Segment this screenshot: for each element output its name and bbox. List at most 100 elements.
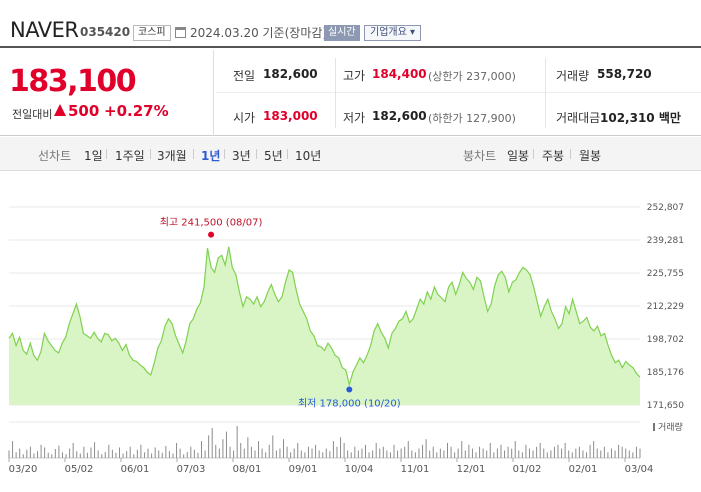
volume-bar (119, 447, 121, 458)
high-label: 고가 (343, 69, 366, 83)
x-tick-label: 09/01 (289, 464, 318, 475)
period-1d[interactable]: 1일 (84, 149, 103, 163)
company-name[interactable]: NAVER (10, 18, 79, 42)
low-label: 저가 (343, 111, 366, 125)
volume-bar (543, 448, 545, 458)
upper-limit: (상한가 237,000) (428, 70, 516, 83)
volume-bar (397, 450, 399, 458)
open-value: 183,000 (263, 109, 318, 123)
volume-bar (211, 427, 213, 458)
volume-bar (265, 452, 267, 458)
y-tick-label: 239,281 (647, 236, 684, 246)
x-tick-label: 11/01 (401, 464, 430, 475)
price-chart[interactable]: 252,807 239,281 225,755 212,229 198,702 185,1… (0, 190, 701, 492)
volume-bar (37, 451, 39, 458)
volume-bar (154, 447, 156, 458)
volume-bar (357, 450, 359, 458)
period-1w[interactable]: 1주일 (115, 149, 145, 163)
volume-bar (368, 452, 370, 458)
current-price: 183,100 (9, 64, 137, 99)
volume-bar (482, 448, 484, 458)
candle-daily[interactable]: 일봉 (507, 149, 530, 163)
period-3m[interactable]: 3개월 (157, 149, 187, 163)
volume-bar (450, 446, 452, 458)
volume-bar (58, 445, 60, 458)
volume-bar (322, 452, 324, 458)
volume-bar (197, 452, 199, 458)
volume-bar (507, 446, 509, 458)
volume-bar (268, 444, 270, 458)
volume-bar (414, 452, 416, 458)
x-tick-label: 03/20 (9, 464, 38, 475)
volume-bar (286, 446, 288, 458)
volume-bar (176, 442, 178, 458)
candle-weekly[interactable]: 주봉 (542, 149, 565, 163)
volume-bar (315, 444, 317, 458)
volume-bar (111, 449, 113, 458)
volume-bar (411, 450, 413, 458)
volume-bar (400, 448, 402, 458)
volume-bar (247, 437, 249, 458)
volume-bar (340, 437, 342, 458)
price-change-rate: +0.27% (104, 102, 169, 120)
live-button[interactable]: 실시간 (324, 25, 360, 41)
volume-bar (272, 435, 274, 458)
y-tick-label: 171,650 (647, 401, 684, 411)
x-tick-label: 12/01 (457, 464, 486, 475)
volume-bar (500, 444, 502, 458)
candle-monthly[interactable]: 월봉 (579, 149, 602, 163)
column-divider (545, 58, 546, 128)
volume-bar (372, 450, 374, 458)
x-tick-label: 10/04 (345, 464, 374, 475)
volume-bar (293, 448, 295, 458)
volume-bar (183, 454, 185, 458)
volume-bar (61, 452, 63, 458)
volume-bar (439, 448, 441, 458)
x-tick-label: 07/03 (177, 464, 206, 475)
volume-bar (610, 448, 612, 458)
price-change: 500 (68, 102, 100, 120)
y-tick-label: 198,702 (647, 335, 684, 345)
volume-bar (26, 449, 28, 458)
volume-bar (76, 451, 78, 458)
volume-bar (307, 446, 309, 458)
up-triangle-icon (54, 104, 66, 116)
volume-bar (47, 452, 49, 458)
volume-bar (521, 452, 523, 458)
volume-bar (429, 450, 431, 458)
volume-bar (161, 452, 163, 458)
volume-bar (318, 450, 320, 458)
volume-bar (446, 442, 448, 458)
volume-bar (8, 450, 10, 458)
volume-bar (222, 439, 224, 458)
volume-bar (243, 448, 245, 458)
volume-bar (607, 452, 609, 458)
volume-bar (279, 448, 281, 458)
volume-bar (101, 454, 103, 458)
volume-bar (225, 431, 227, 458)
volume-bar (518, 450, 520, 458)
volume-bar (151, 453, 153, 458)
volume-bar (625, 448, 627, 458)
period-divider (287, 149, 288, 159)
volume-bar (564, 442, 566, 458)
volume-bar (586, 452, 588, 458)
period-1y[interactable]: 1년 (201, 149, 221, 163)
period-5y[interactable]: 5년 (264, 149, 283, 163)
volume-bar (525, 444, 527, 458)
volume-bar (628, 450, 630, 458)
volume-bar (254, 450, 256, 458)
volume-bar (546, 452, 548, 458)
volume-bar (33, 453, 35, 458)
volume-bar (108, 444, 110, 458)
volume-bar (618, 444, 620, 458)
period-3y[interactable]: 3년 (232, 149, 251, 163)
volume-bar (250, 446, 252, 458)
volume-bar (329, 451, 331, 458)
company-overview-dropdown[interactable]: 기업개요 ▾ (364, 25, 421, 41)
period-10y[interactable]: 10년 (295, 149, 322, 163)
x-tick-label: 06/01 (121, 464, 150, 475)
volume-bar (511, 448, 513, 458)
volume-bar (364, 444, 366, 458)
volume-bar (443, 450, 445, 458)
